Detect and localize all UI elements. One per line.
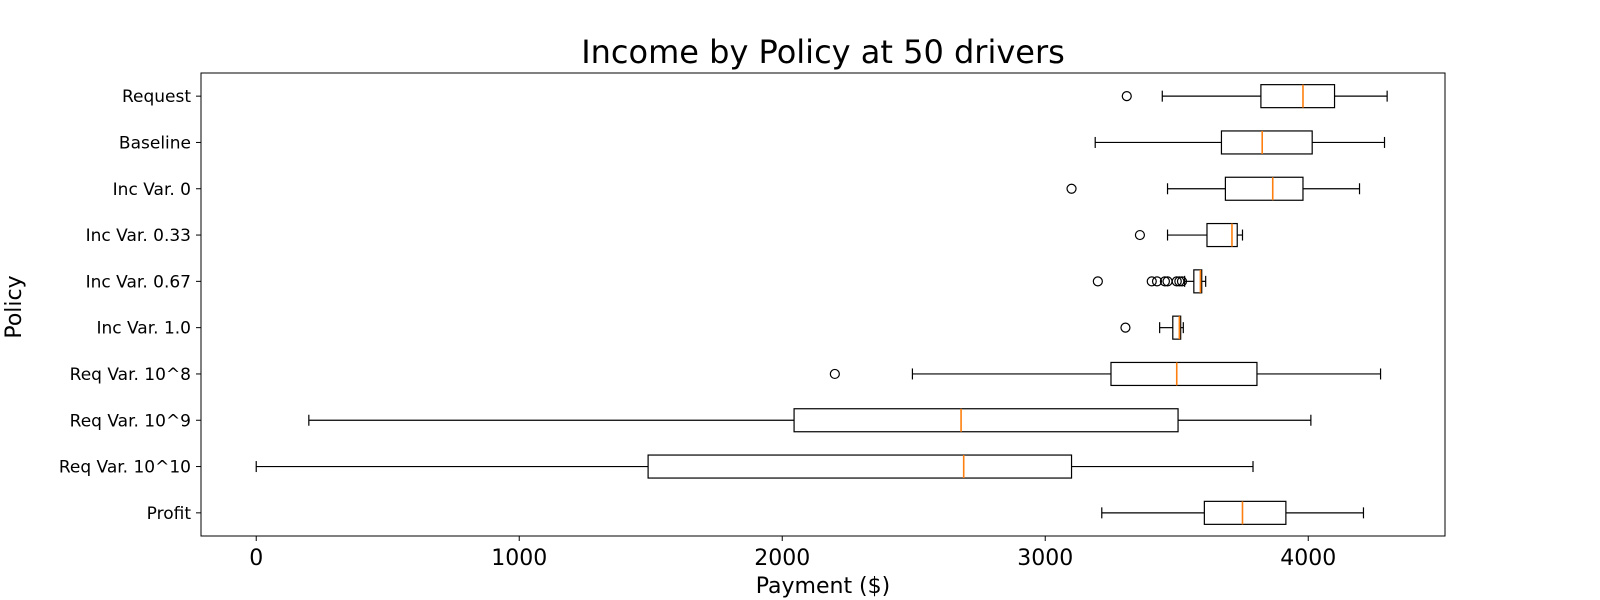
x-axis-label: Payment ($): [756, 574, 890, 599]
y-tick-label: Req Var. 10^9: [70, 411, 191, 431]
x-tick-label: 4000: [1280, 546, 1336, 571]
outlier-point: [1066, 183, 1077, 194]
outlier-point: [1120, 322, 1131, 333]
axes-frame: [200, 72, 1446, 537]
iqr-box: [1193, 269, 1203, 294]
y-axis-label: Policy: [2, 275, 27, 338]
x-tick-label: 0: [249, 546, 263, 571]
box-group: [255, 454, 1254, 479]
box-group: [308, 408, 1312, 433]
box-group: [1094, 130, 1386, 155]
y-tick-label: Inc Var. 0.67: [86, 272, 191, 292]
outlier-point: [1176, 276, 1188, 287]
outlier-point: [1092, 276, 1103, 287]
y-tick-label: Baseline: [119, 133, 191, 153]
iqr-box: [1203, 500, 1287, 525]
outlier-point: [1171, 276, 1182, 287]
iqr-box: [647, 454, 1073, 479]
y-tick-label: Req Var. 10^10: [59, 458, 191, 478]
y-tick-label: Profit: [147, 504, 192, 524]
iqr-box: [1260, 84, 1336, 109]
box-group: [1101, 500, 1365, 525]
x-tick-label: 3000: [1017, 546, 1073, 571]
chart-title: Income by Policy at 50 drivers: [581, 33, 1065, 71]
iqr-box: [1110, 361, 1258, 387]
box-group: [1066, 176, 1361, 201]
x-tick-label: 1000: [491, 546, 547, 571]
iqr-box: [1172, 315, 1182, 340]
y-tick-label: Inc Var. 0: [113, 180, 191, 200]
plot-area: [255, 84, 1388, 525]
outlier-point: [1159, 276, 1171, 287]
outlier-point: [1134, 229, 1146, 241]
outlier-point: [829, 368, 840, 380]
x-tick-label: 2000: [754, 546, 810, 571]
iqr-box: [1206, 222, 1238, 248]
x-axis: 0 1000 2000 3000 4000: [249, 536, 1336, 571]
y-tick-label: Inc Var. 1.0: [96, 319, 191, 339]
box-group: [1134, 222, 1244, 248]
box-group: [1121, 84, 1388, 109]
box-group: [829, 361, 1382, 387]
box-group: [1120, 315, 1184, 340]
y-tick-label: Inc Var. 0.33: [86, 226, 191, 246]
y-tick-label: Request: [122, 87, 191, 107]
y-tick-label: Req Var. 10^8: [70, 365, 191, 385]
outlier-point: [1146, 276, 1157, 287]
outlier-point: [1121, 91, 1132, 102]
outlier-point: [1174, 276, 1185, 287]
y-axis: Request Baseline Inc Var. 0 Inc Var. 0.33 In…: [59, 87, 201, 524]
iqr-box: [1224, 176, 1304, 201]
box-group: [1092, 269, 1207, 294]
iqr-box: [1220, 130, 1313, 155]
iqr-box: [793, 408, 1179, 433]
outlier-point: [1151, 276, 1163, 287]
